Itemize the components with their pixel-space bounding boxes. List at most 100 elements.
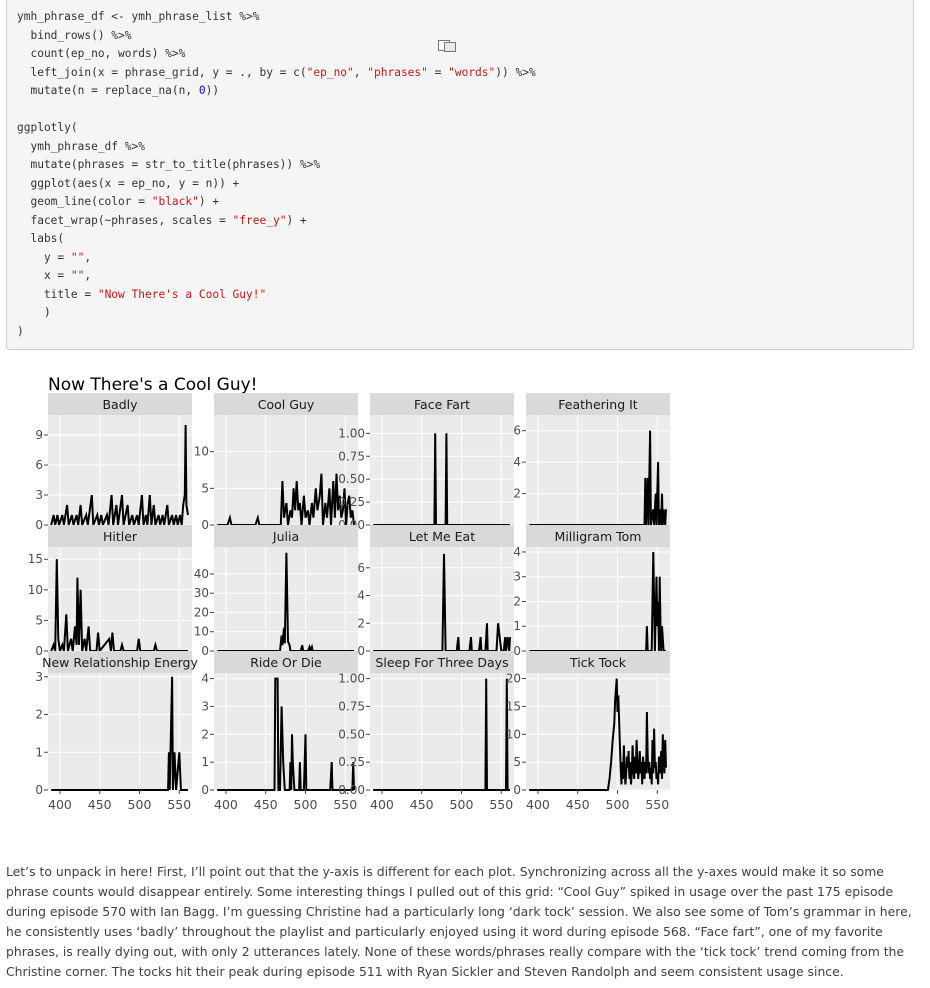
code-string: "" bbox=[70, 250, 85, 264]
x-tick-label: 500 bbox=[128, 797, 152, 812]
code-line: left_join(x = phrase_grid, y = ., by = c… bbox=[17, 65, 535, 79]
x-tick-label: 550 bbox=[333, 797, 357, 812]
code-token: mutate(phrases = str_to_title(phrases)) … bbox=[17, 158, 321, 171]
code-token: ) + bbox=[286, 213, 307, 227]
y-tick-label: 3 bbox=[201, 699, 209, 713]
code-line: title = "Now There's a Cool Guy!" bbox=[17, 288, 266, 301]
code-line: ymh_phrase_df <- ymh_phrase_list %>% bbox=[17, 10, 259, 23]
y-tick-label: 0.50 bbox=[338, 727, 365, 741]
panel-background bbox=[370, 673, 514, 790]
facet-panel: Milligram Tom 0 1 2 3 4 bbox=[513, 525, 670, 658]
y-tick-label: 10 bbox=[28, 583, 43, 597]
x-tick-label: 500 bbox=[450, 797, 474, 812]
facet-label: Badly bbox=[102, 397, 138, 412]
code-token: , bbox=[84, 269, 92, 282]
code-token: ) bbox=[17, 324, 24, 338]
facet-label: Tick Tock bbox=[569, 655, 627, 670]
code-token: labs( bbox=[17, 232, 65, 245]
code-token: ymh_phrase_df %>% bbox=[17, 139, 145, 153]
code-line: y = "", bbox=[17, 251, 91, 264]
series-line bbox=[373, 678, 510, 791]
y-tick-label: 0 bbox=[35, 644, 43, 658]
y-tick-label: 9 bbox=[35, 428, 43, 442]
copy-icon[interactable] bbox=[438, 40, 456, 52]
code-token: x = bbox=[17, 269, 71, 282]
y-tick-label: 10 bbox=[506, 727, 521, 741]
x-tick-label: 400 bbox=[214, 797, 238, 812]
code-token: ymh_phrase_df <- ymh_phrase_list %>% bbox=[17, 10, 260, 23]
x-tick-label: 400 bbox=[48, 797, 72, 812]
code-string: "phrases" bbox=[367, 65, 428, 79]
facet-panel: Feathering It 2 4 6 bbox=[513, 393, 670, 526]
facet-label: Feathering It bbox=[558, 397, 637, 412]
x-tick-label: 450 bbox=[254, 797, 278, 812]
y-tick-label: 6 bbox=[513, 424, 521, 438]
code-token: , bbox=[84, 250, 92, 264]
y-tick-label: 3 bbox=[513, 570, 521, 584]
facet-label: Ride Or Die bbox=[250, 655, 322, 670]
code-line: labs( bbox=[17, 232, 64, 245]
x-tick-label: 450 bbox=[566, 797, 590, 812]
x-tick-label: 400 bbox=[526, 797, 550, 812]
facet-panel: Tick Tock 0 5 10 15 20 400 450 500 550 bbox=[506, 651, 670, 812]
y-tick-label: 1.00 bbox=[338, 426, 365, 440]
y-tick-label: 0 bbox=[35, 518, 43, 532]
facet-label: Cool Guy bbox=[258, 397, 315, 412]
y-tick-label: 0 bbox=[357, 644, 365, 658]
code-line: count(ep_no, words) %>% bbox=[17, 47, 185, 60]
code-token: count(ep_no, words) %>% bbox=[17, 47, 186, 60]
y-tick-label: 20 bbox=[194, 605, 209, 619]
code-string: "Now There's a Cool Guy!" bbox=[97, 287, 267, 301]
y-tick-label: 15 bbox=[28, 552, 43, 566]
code-block: ymh_phrase_df <- ymh_phrase_list %>% bin… bbox=[6, 0, 914, 350]
code-token: ) bbox=[17, 306, 51, 319]
facet-strip bbox=[526, 525, 670, 547]
code-line: bind_rows() %>% bbox=[17, 28, 132, 42]
panel-background bbox=[214, 673, 358, 790]
y-tick-label: 2 bbox=[201, 727, 209, 741]
y-tick-label: 15 bbox=[506, 699, 521, 713]
y-tick-label: 2 bbox=[513, 594, 521, 608]
code-token: ggplot(aes(x = ep_no, y = n)) + bbox=[17, 176, 240, 190]
code-token: ) + bbox=[198, 195, 220, 208]
y-tick-label: 3 bbox=[35, 488, 43, 502]
code-line: geom_line(color = "black") + bbox=[17, 195, 219, 208]
code-token: y = bbox=[17, 250, 71, 264]
y-tick-label: 1 bbox=[201, 755, 209, 769]
facet-label: Let Me Eat bbox=[409, 529, 475, 544]
y-tick-label: 0 bbox=[201, 783, 209, 797]
code-line: mutate(n = replace_na(n, 0)) bbox=[17, 84, 219, 97]
y-tick-label: 30 bbox=[194, 586, 209, 600]
y-tick-label: 0 bbox=[201, 644, 209, 658]
facet-strip bbox=[214, 651, 358, 673]
y-tick-label: 1 bbox=[513, 619, 521, 633]
code-text: ymh_phrase_df <- ymh_phrase_list %>% bin… bbox=[17, 8, 536, 341]
y-tick-label: 4 bbox=[201, 672, 209, 686]
code-line: facet_wrap(~phrases, scales = "free_y") … bbox=[17, 213, 307, 227]
facet-strip bbox=[526, 651, 670, 673]
y-tick-label: 10 bbox=[194, 625, 209, 639]
code-line: ggplot(aes(x = ep_no, y = n)) + bbox=[17, 177, 239, 190]
series-line bbox=[217, 473, 355, 526]
panel-background bbox=[526, 547, 670, 651]
code-line: ggplotly( bbox=[17, 121, 78, 134]
facet-panel: Ride Or Die 0 1 2 3 4 400 450 500 550 bbox=[201, 651, 358, 812]
facet-strip bbox=[214, 525, 358, 547]
y-tick-label: 6 bbox=[357, 561, 365, 575]
facet-strip bbox=[526, 393, 670, 415]
y-tick-label: 0 bbox=[201, 518, 209, 532]
code-token: left_join(x = phrase_grid, y = ., by = c… bbox=[17, 65, 307, 79]
facet-label: New Relationship Energy bbox=[42, 655, 198, 670]
x-tick-label: 450 bbox=[410, 797, 434, 812]
series-line bbox=[50, 424, 189, 529]
x-tick-label: 500 bbox=[606, 797, 630, 812]
facet-strip bbox=[370, 651, 514, 673]
y-tick-label: 1 bbox=[35, 745, 43, 759]
code-string: "" bbox=[70, 269, 85, 282]
y-tick-label: 3 bbox=[35, 670, 43, 684]
y-tick-label: 4 bbox=[513, 455, 521, 469]
y-tick-label: 4 bbox=[513, 545, 521, 559]
y-tick-label: 5 bbox=[201, 481, 209, 495]
code-token: bind_rows() %>% bbox=[17, 28, 132, 42]
